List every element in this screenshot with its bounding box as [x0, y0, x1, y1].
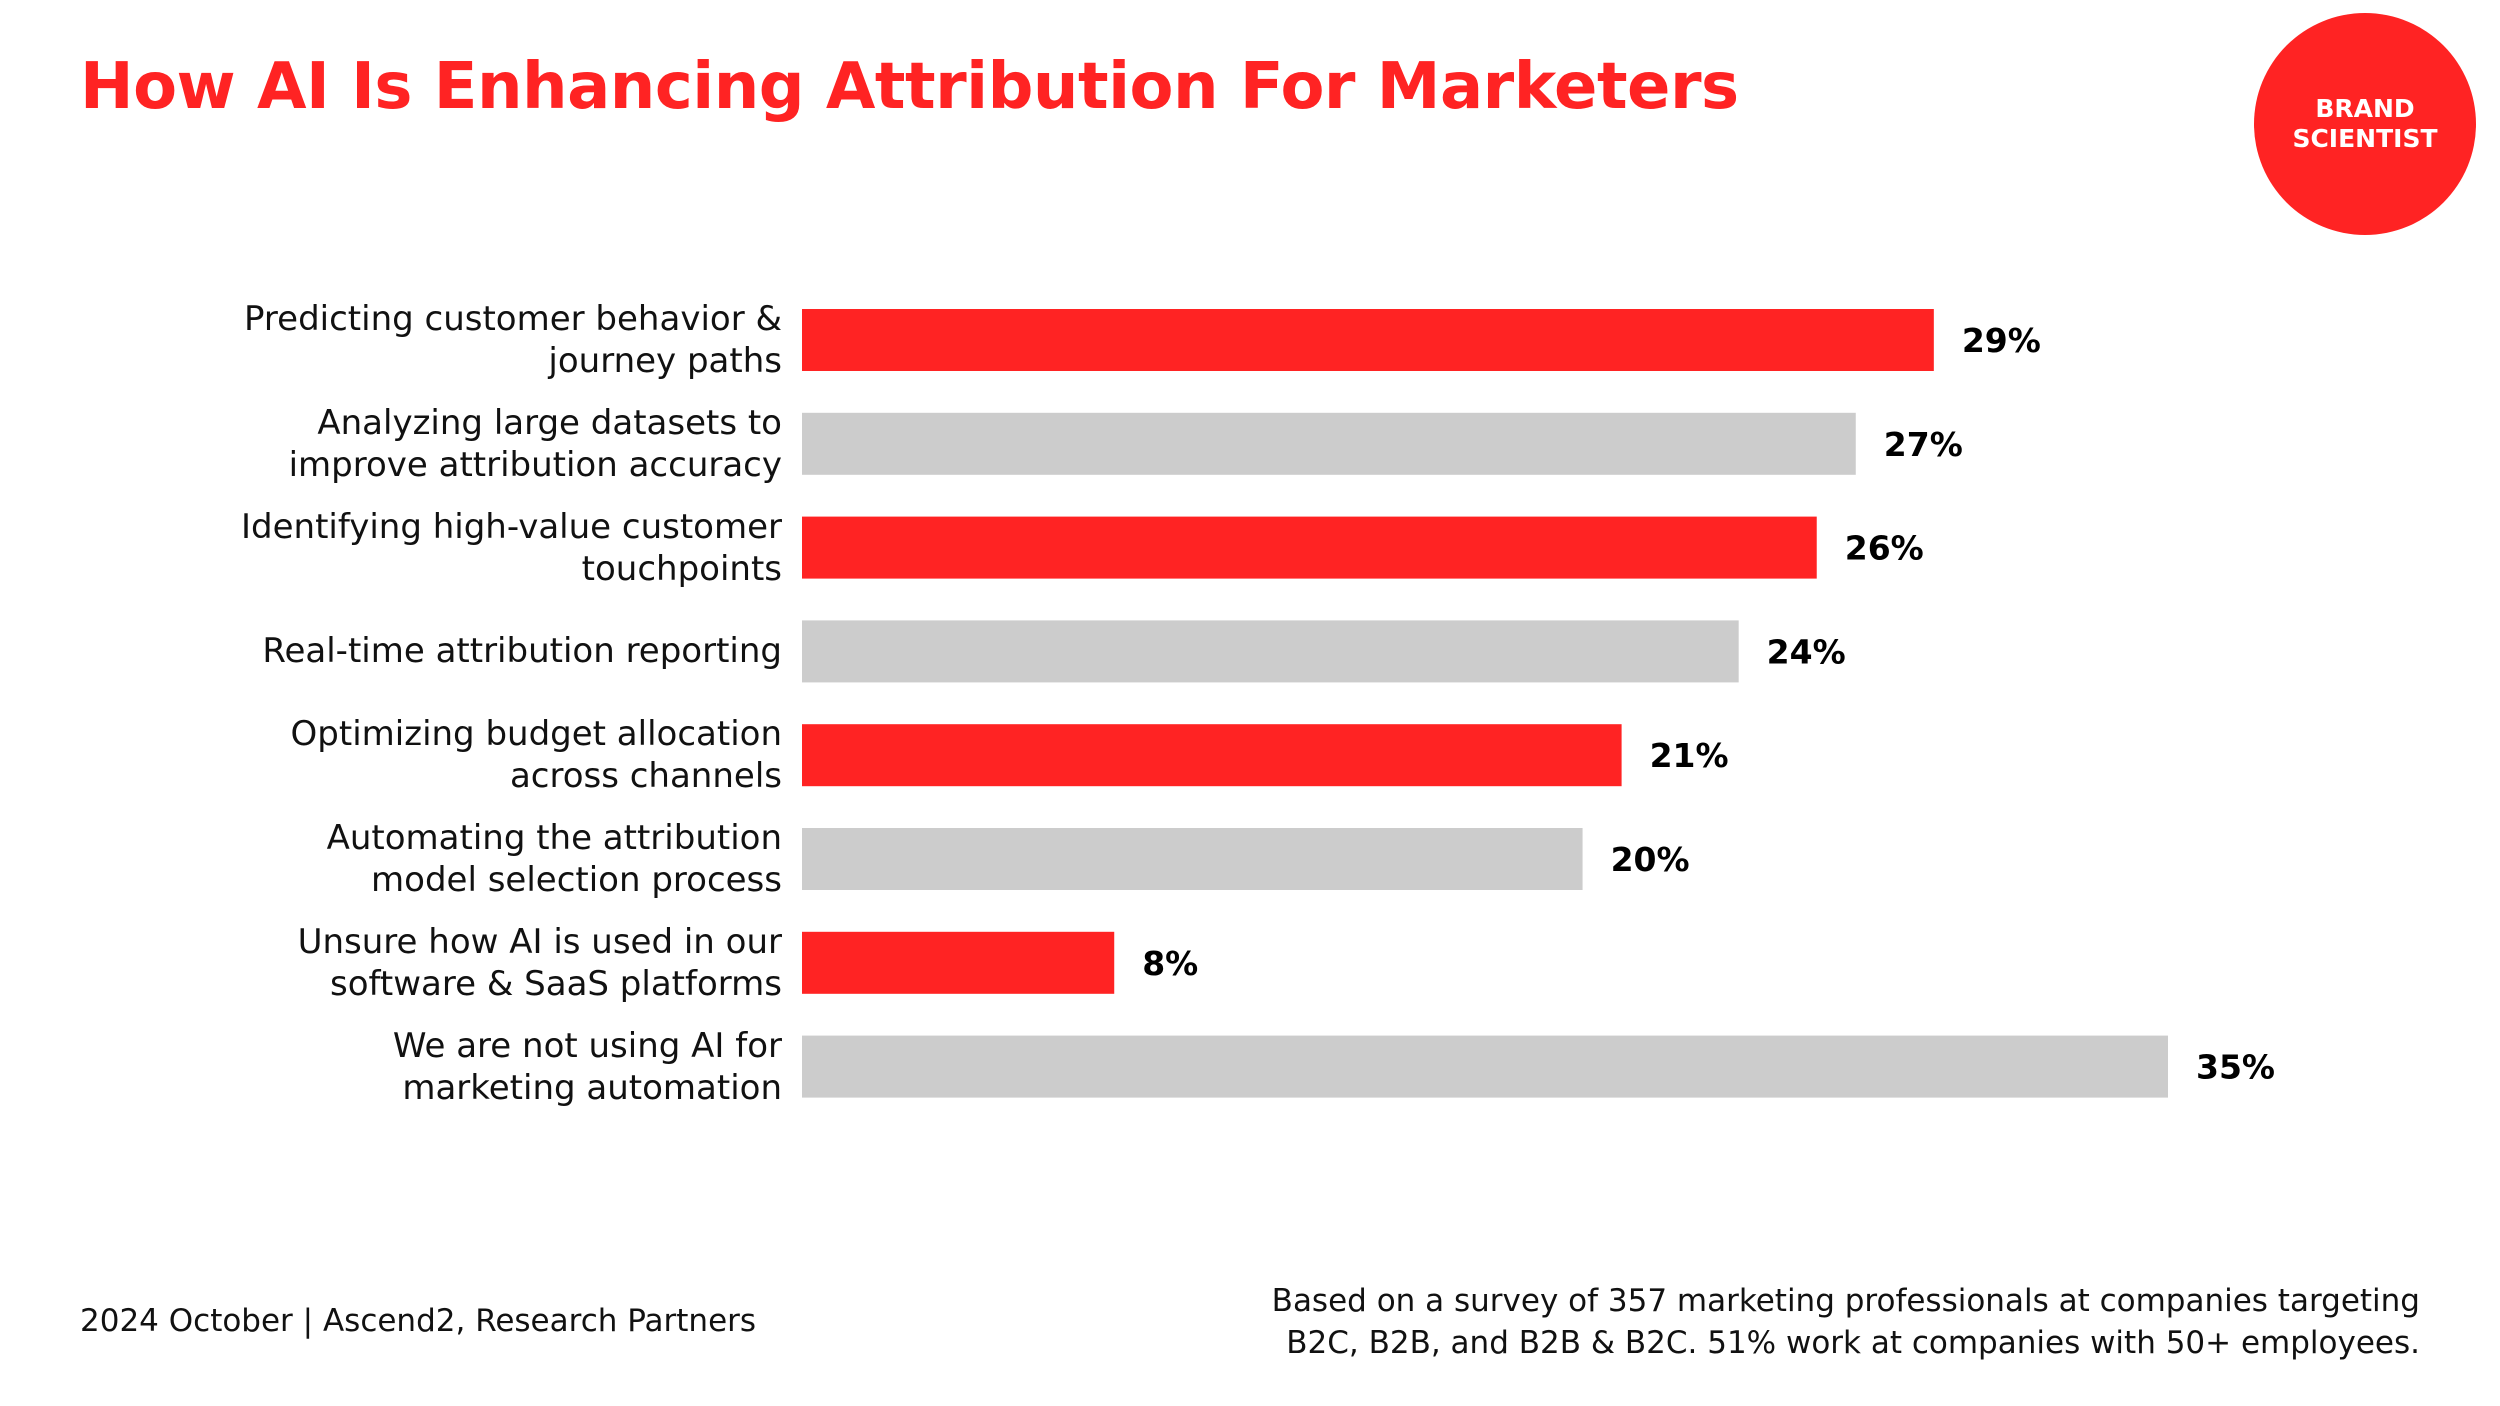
category-label-unsure-how-ai: Unsure how AI is used in our software & … — [297, 921, 782, 1004]
bar-we-are-not — [802, 1035, 2168, 1098]
value-label-analyzing-large-datasets: 27% — [1884, 425, 1963, 464]
chart-title: How AI Is Enhancing Attribution For Mark… — [80, 50, 1739, 124]
bar-real-time-attribution — [802, 620, 1739, 683]
value-label-optimizing-budget-allocation: 21% — [1650, 736, 1729, 775]
category-label-identifying-high-value: Identifying high-value customer touchpoi… — [241, 506, 782, 589]
brand-logo: BRAND SCIENTIST — [2254, 13, 2476, 235]
survey-note: Based on a survey of 357 marketing profe… — [1271, 1283, 2420, 1361]
category-label-real-time-attribution: Real-time attribution reporting — [262, 631, 782, 672]
category-label-automating-the-attribution: Automating the attribution model selecti… — [326, 818, 782, 900]
bar-automating-the-attribution — [802, 828, 1583, 890]
value-label-predicting-customer-behavior: 29% — [1962, 321, 2041, 360]
value-label-automating-the-attribution: 20% — [1611, 840, 1690, 879]
category-label-analyzing-large-datasets: Analyzing large datasets to improve attr… — [288, 402, 782, 485]
category-label-we-are-not: We are not using AI for marketing automa… — [392, 1025, 782, 1108]
bar-analyzing-large-datasets — [802, 412, 1856, 475]
value-label-identifying-high-value: 26% — [1845, 529, 1924, 568]
bar-predicting-customer-behavior — [802, 309, 1934, 371]
value-label-unsure-how-ai: 8% — [1142, 944, 1198, 983]
category-label-predicting-customer-behavior: Predicting customer behavior & journey p… — [244, 299, 782, 381]
value-label-real-time-attribution: 24% — [1767, 632, 1846, 671]
value-label-we-are-not: 35% — [2196, 1048, 2275, 1087]
bar-optimizing-budget-allocation — [802, 724, 1622, 787]
category-label-optimizing-budget-allocation: Optimizing budget allocation across chan… — [290, 714, 782, 797]
bar-identifying-high-value — [802, 516, 1817, 579]
bar-unsure-how-ai — [802, 931, 1115, 994]
source-credit: 2024 October | Ascend2, Research Partner… — [80, 1303, 757, 1339]
brand-logo-text: BRAND SCIENTIST — [2292, 94, 2438, 153]
